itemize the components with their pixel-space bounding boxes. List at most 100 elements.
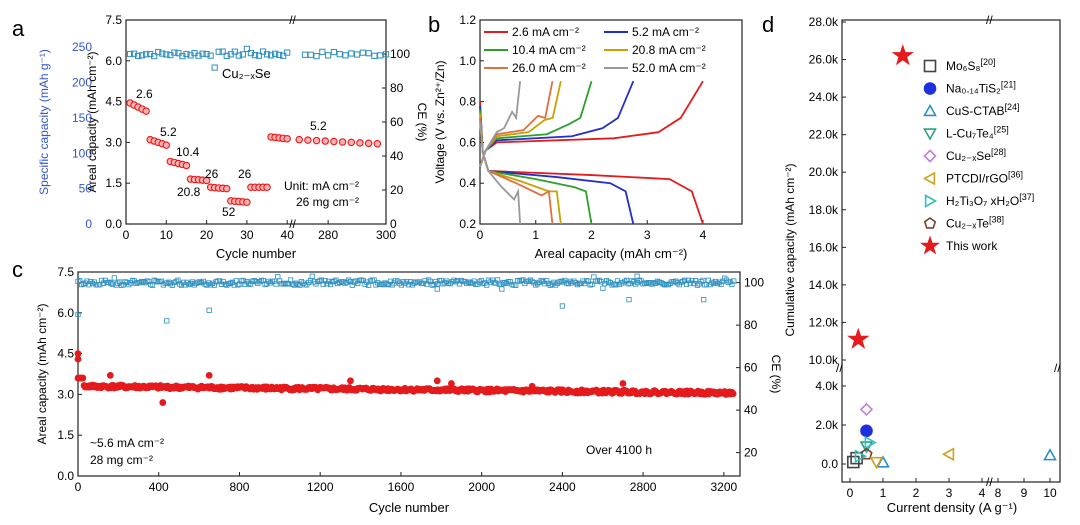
panel-d-legend-label: H₂Ti₃O₇ xH₂O[37] <box>946 192 1034 208</box>
panel-a-ce-point <box>139 52 146 59</box>
panel-b-discharge-curve <box>479 121 522 225</box>
panel-d-ytick-label: 12.0k <box>809 315 839 329</box>
panel-c-ce-outlier <box>434 286 440 292</box>
panel-a-outer-tick-label: 100 <box>72 146 92 160</box>
panel-b-ytick-label: 1.0 <box>459 54 476 68</box>
panel-a-ce-point <box>171 49 178 56</box>
panel-c-ytick-right-label: 20 <box>744 446 758 460</box>
panel-c-ytick-right-label: 100 <box>744 276 764 290</box>
panel-c-capacity-point <box>729 390 737 398</box>
panel-a-capacity-point <box>223 184 231 193</box>
panel-a-capacity-point <box>182 161 191 170</box>
panel-a-ce-point <box>134 52 142 60</box>
panel-c-xlabel: Cycle number <box>369 500 450 515</box>
panel-a-rate-label: 26 <box>205 167 219 181</box>
panel-d-ytick-label: 2.0k <box>815 418 839 432</box>
panel-c-ytick-label: 7.5 <box>57 265 74 279</box>
panel-a-ce-point <box>336 51 343 58</box>
panel-d-xtick-label: 0 <box>847 486 854 500</box>
panel-a-ce-point <box>126 50 134 58</box>
panel-d-xtick-label: 10 <box>1043 486 1057 500</box>
panel-d-legend-ref: [21] <box>1001 80 1016 90</box>
panel-a-ytick-label: 7.5 <box>105 13 122 27</box>
panel-a-capacity-point <box>364 139 373 148</box>
panel-b-xtick-label: 3 <box>644 228 651 242</box>
panel-b-ytick-label: 0.4 <box>459 176 476 190</box>
panel-a-ytick-label: 6.0 <box>105 54 122 68</box>
panel-d-legend-ref: [36] <box>1008 170 1023 180</box>
panel-a-ce-point <box>319 48 326 55</box>
panel-c-ce-point <box>731 278 737 284</box>
panel-b-charge-curve <box>479 81 554 168</box>
panel-d-legend-label: Na₀.₁₄TiS₂[21] <box>946 80 1016 96</box>
panel-a-xtick-label: 300 <box>376 228 396 242</box>
panel-c-xtick-label: 2000 <box>468 480 495 494</box>
panel-a-ce-point <box>239 51 246 58</box>
panel-a-ce-point <box>159 50 166 57</box>
panel-a-rate-label: 10.4 <box>176 145 200 159</box>
panel-a-ylabel-outer: Specific capacity (mAh g⁻¹) <box>37 49 51 195</box>
panel-c-ce-point <box>371 277 377 283</box>
panel-b-discharge-curve <box>479 101 704 225</box>
panel-c-ce-point <box>149 282 156 288</box>
panel-d-xtick-label: 4 <box>979 486 986 500</box>
panel-c-rate-note: ~5.6 mA cm⁻² <box>90 436 164 450</box>
panel-d-legend-marker <box>924 194 938 208</box>
panel-a-ytick-right-label: 100 <box>390 47 410 61</box>
panel-d-xtick-label: 9 <box>1021 486 1028 500</box>
panel-letter-d: d <box>762 12 774 37</box>
panel-c-capacity-outlier <box>619 380 627 387</box>
panel-b-legend-label: 20.8 mA cm⁻² <box>632 43 706 57</box>
panel-d-legend-label: Mo₆S₈[20] <box>946 57 996 73</box>
panel-d-ytick-label: 0.0 <box>821 457 838 471</box>
panel-b-charge-curve <box>479 80 635 168</box>
panel-b-xtick-label: 2 <box>588 228 595 242</box>
panel-a-capacity-point <box>338 138 347 146</box>
panel-b-legend-label: 26.0 mA cm⁻² <box>512 61 586 75</box>
panel-c-ce-point <box>109 281 116 287</box>
panel-d-point <box>859 441 874 454</box>
panel-a-ytick-label: 3.0 <box>105 135 122 149</box>
panel-c-ytick-right-label: 60 <box>744 361 758 375</box>
panel-c-capacity-point <box>79 374 87 382</box>
panel-a-rate-label: 5.2 <box>310 119 327 133</box>
panel-b-xtick-label: 4 <box>700 228 707 242</box>
panel-b-charge-curve <box>479 80 593 168</box>
panel-a-ce-point <box>377 52 384 59</box>
panel-a-ce-point <box>382 51 390 58</box>
panel-b-charge-curve <box>479 80 704 168</box>
panel-c-ce-point <box>600 285 606 291</box>
panel-d-ytick-label: 14.0k <box>809 278 839 292</box>
panel-b-ytick-label: 0.6 <box>459 135 476 149</box>
panel-a-capacity-point <box>312 136 321 145</box>
panel-a-ce-point <box>151 53 158 60</box>
panel-b-ytick-label: 0.2 <box>459 217 476 231</box>
panel-c-capacity-outlier <box>205 371 213 379</box>
panel-c-ce-outlier <box>701 297 707 303</box>
panel-d-point <box>1043 448 1057 461</box>
panel-c-xtick-label: 3200 <box>711 480 738 494</box>
panel-c-ce-outlier <box>626 297 632 303</box>
panel-d-legend-marker <box>923 128 937 141</box>
panel-b-ytick-label: 0.8 <box>459 95 476 109</box>
axis-break: // <box>289 217 296 231</box>
panel-a-ce-point <box>276 51 283 58</box>
panel-a-capacity-point <box>263 183 271 192</box>
axis-break: // <box>836 361 843 375</box>
panel-a-ytick-right-label: 80 <box>390 81 404 95</box>
panel-a-ce-point <box>353 51 361 58</box>
panel-c-xtick-label: 1200 <box>307 480 334 494</box>
panel-d-legend-marker <box>922 171 936 186</box>
panel-a-rate-label: 20.8 <box>177 185 201 199</box>
panel-c-ytick-label: 1.5 <box>57 428 74 442</box>
panel-d-ytick-label: 26.0k <box>809 53 839 67</box>
panel-a-chart: 0 10 20 30 40 280 300 // // 0.0 1.5 3.0 4.5 6.0 7.5 0 50… <box>37 13 429 261</box>
panel-a-ce-point <box>183 50 190 58</box>
panel-c-ce-point <box>273 281 279 287</box>
panel-a-ce-point <box>280 52 287 59</box>
panel-a-ce-point <box>313 53 320 60</box>
panel-a-ce-point <box>330 48 338 56</box>
panel-c-ylabel-left: Areal capacity (mAh cm⁻²) <box>35 303 49 444</box>
panel-a-ylabel-left: Areal capacity (mAh cm⁻²) <box>85 51 99 192</box>
